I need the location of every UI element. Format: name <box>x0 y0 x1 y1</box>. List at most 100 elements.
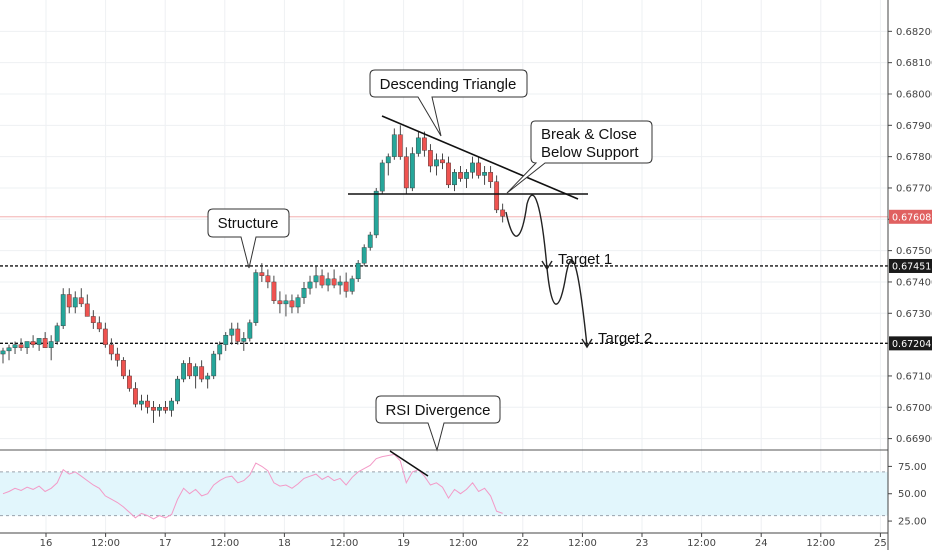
candle-body <box>175 378 180 402</box>
candle-body <box>6 347 12 352</box>
candle <box>151 401 156 423</box>
candle-body <box>114 353 120 361</box>
target-2-price-badge <box>889 336 932 351</box>
callouts: Descending Triangle Break & Close Below … <box>207 69 653 452</box>
time-tick-label: 16 <box>40 538 53 549</box>
time-tick-label: 24 <box>755 538 768 549</box>
candle <box>187 357 193 380</box>
candle <box>464 169 469 188</box>
rsi-band <box>0 471 888 516</box>
candle <box>72 291 78 314</box>
candle-body <box>331 278 337 286</box>
candle <box>277 291 283 314</box>
candle <box>361 244 367 267</box>
candle-body <box>452 172 457 186</box>
candle-body <box>229 328 235 336</box>
target-1-price-badge <box>889 258 932 273</box>
candle-body <box>265 275 271 283</box>
candle <box>476 156 481 179</box>
candle-body <box>343 281 349 292</box>
trend-drawings <box>348 115 593 477</box>
candle-body <box>42 338 48 348</box>
candle-body <box>169 400 174 411</box>
time-axis[interactable]: 16 12:00 17 12:00 18 12:00 19 12:00 22 12:00 23 12:… <box>0 532 888 549</box>
candle-body <box>223 335 229 345</box>
candle-body <box>391 134 397 157</box>
candle-body <box>60 294 66 327</box>
candle-body <box>120 360 126 377</box>
candle-body <box>409 153 415 189</box>
candle <box>229 322 235 345</box>
candle-body <box>187 363 193 377</box>
candle-body <box>349 278 355 292</box>
candle-body <box>145 400 150 408</box>
candle <box>391 128 397 160</box>
candle-body <box>72 297 78 308</box>
candle <box>78 288 84 308</box>
candle-body <box>295 297 301 308</box>
candle <box>102 322 108 348</box>
candle-body <box>48 341 54 348</box>
candle <box>373 187 379 239</box>
candle <box>205 372 211 389</box>
candle <box>66 288 72 314</box>
candle <box>446 156 451 188</box>
candle-body <box>102 328 108 345</box>
candle-body <box>482 172 487 176</box>
candle <box>18 338 24 351</box>
candle <box>500 203 506 223</box>
callout-box-descending-triangle <box>369 69 528 137</box>
candle <box>108 338 114 361</box>
rsi-tick-label: 25.00 <box>898 517 927 528</box>
time-tick-label: 18 <box>278 538 291 549</box>
time-tick-label: 12:00 <box>330 538 359 549</box>
candle-body <box>283 300 289 305</box>
candle <box>24 341 30 355</box>
candle <box>139 394 144 411</box>
time-tick-label: 12:00 <box>687 538 716 549</box>
candle-body <box>217 344 223 355</box>
candle-body <box>307 281 313 289</box>
candle-body <box>397 134 403 157</box>
candle-body <box>205 375 211 380</box>
last-price-badge <box>889 209 932 224</box>
callout-text-break-close-2: Below Support <box>541 144 639 161</box>
target-2-price-text: 0.67204 <box>892 339 931 350</box>
candle-body <box>373 190 379 236</box>
candle <box>313 266 319 289</box>
candle-body <box>500 209 506 217</box>
candle <box>0 347 6 364</box>
candle-body <box>36 338 42 345</box>
candle-body <box>151 407 156 411</box>
candle-body <box>211 353 217 377</box>
candle <box>96 316 102 333</box>
candle <box>217 341 223 361</box>
candle-body <box>90 316 96 323</box>
candle-body <box>235 328 241 342</box>
candle <box>127 369 132 392</box>
candle <box>415 131 421 157</box>
rsi-divergence-line <box>389 450 429 477</box>
time-tick-label: 12:00 <box>210 538 239 549</box>
candle <box>175 375 180 405</box>
candle-body <box>78 297 84 305</box>
candle-body <box>367 234 373 248</box>
rsi-tick-label: 50.00 <box>898 489 927 500</box>
candle-body <box>355 262 361 280</box>
candle-body <box>84 303 90 317</box>
candle-body <box>301 288 307 298</box>
candle-body <box>66 294 72 308</box>
candle <box>84 294 90 317</box>
candle <box>133 382 138 408</box>
candle <box>452 169 457 192</box>
candle <box>325 272 331 292</box>
time-tick-label: 23 <box>636 538 649 549</box>
